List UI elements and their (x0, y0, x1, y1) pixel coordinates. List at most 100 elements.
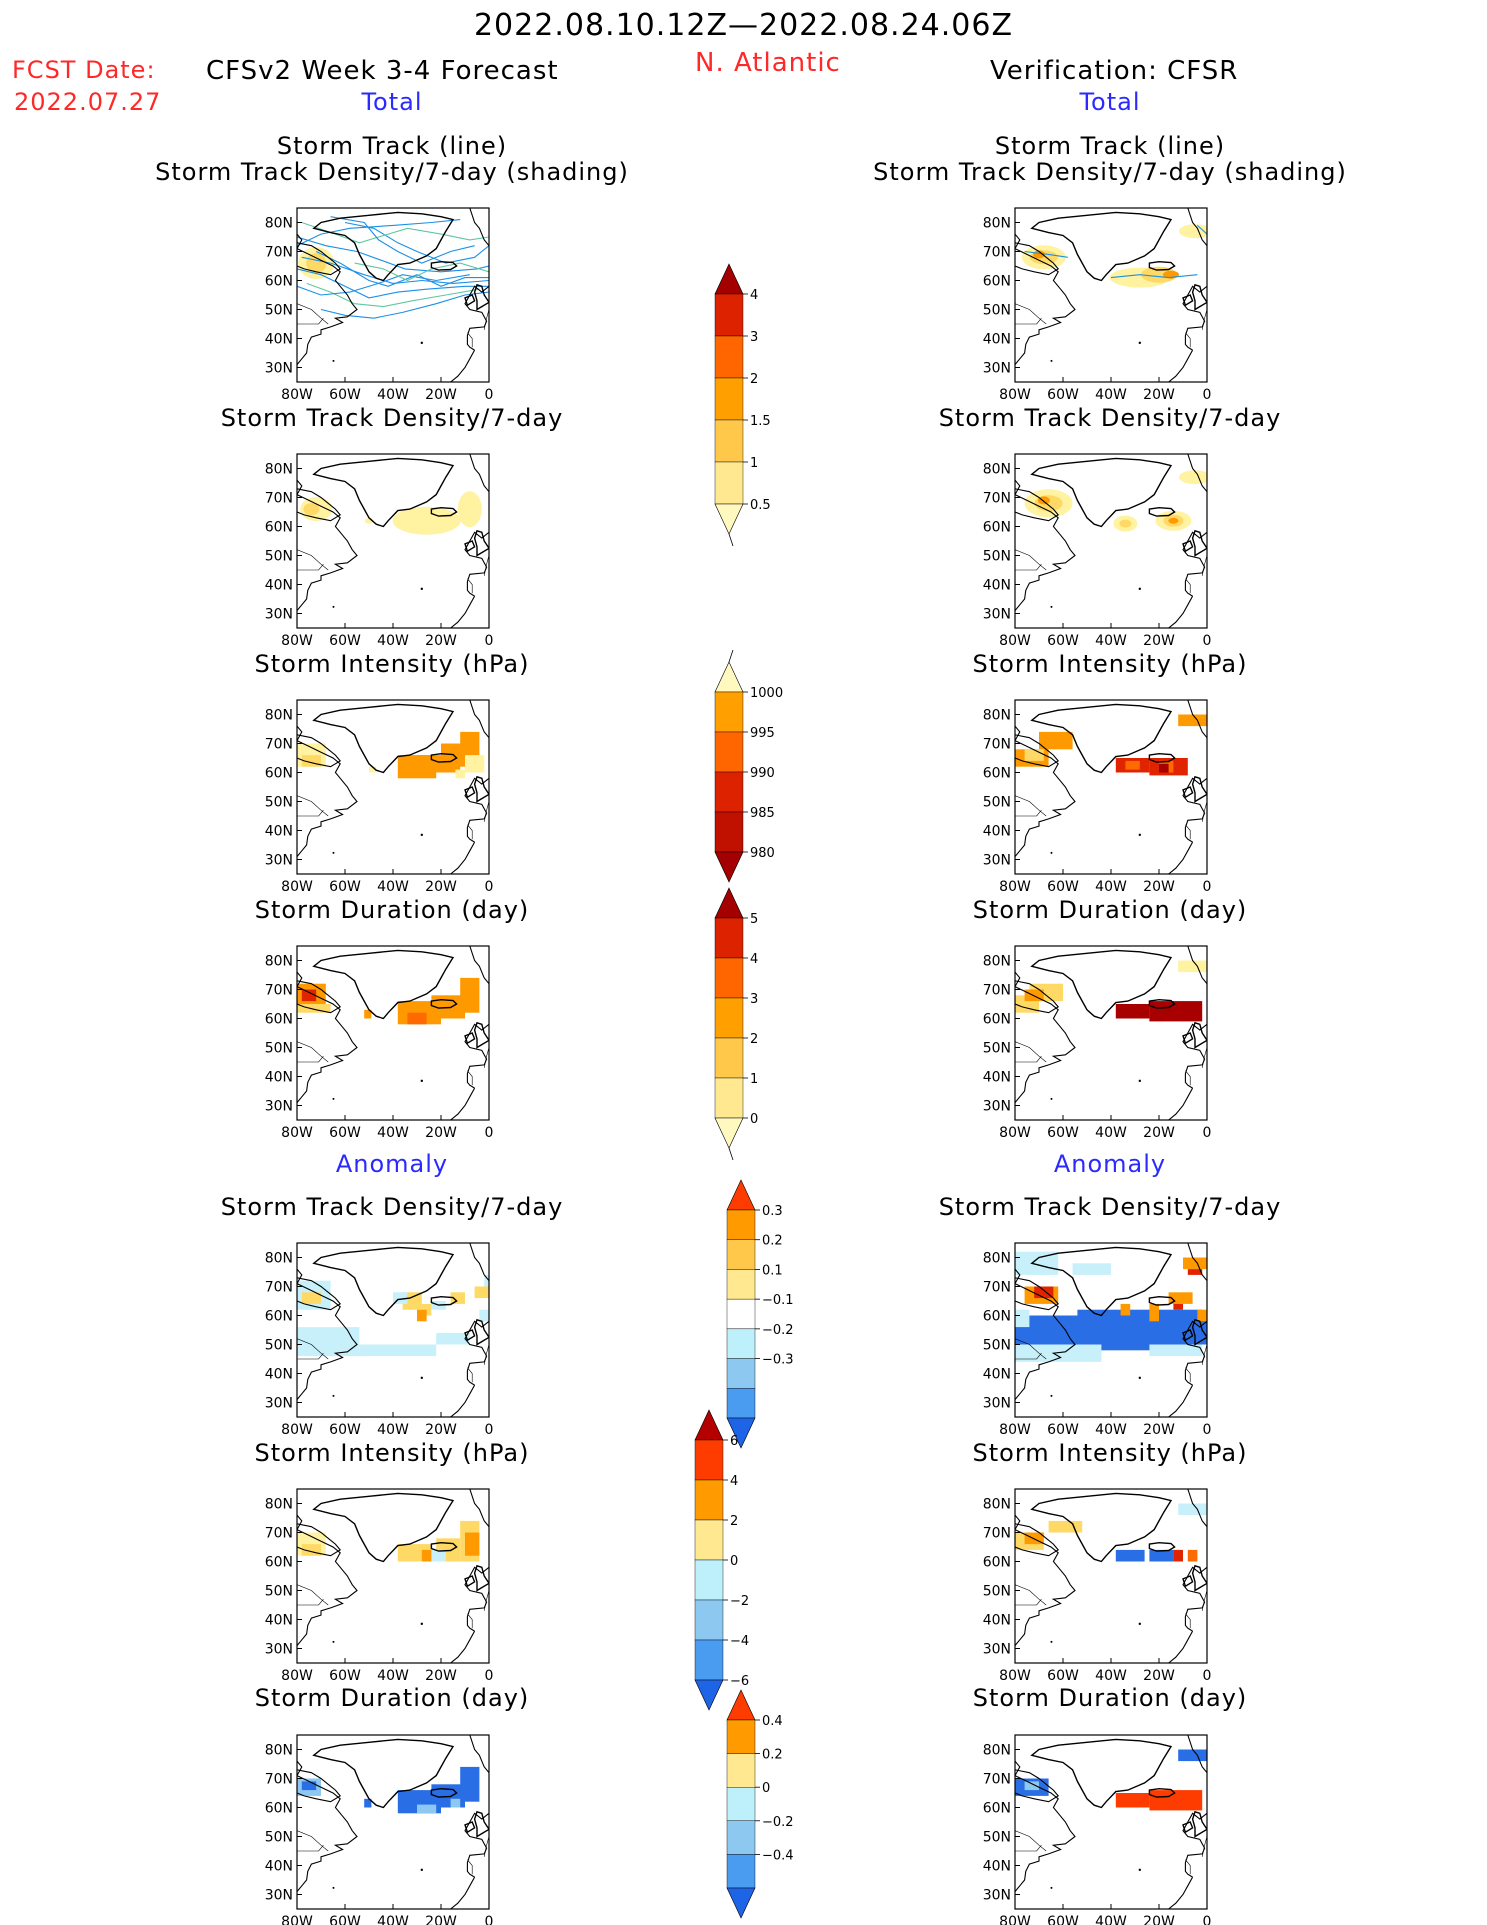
shading-cell (1024, 1286, 1059, 1304)
verif-density-frame (1014, 453, 1208, 629)
shading-cell (431, 995, 465, 1019)
colorbar-anomaly-intensity-tick-label: −2 (730, 1594, 749, 1609)
storm-track-line (297, 219, 461, 247)
coastline (297, 980, 342, 1014)
bermuda-dot (332, 1640, 335, 1643)
coastline (450, 1630, 476, 1663)
shading-cell (1178, 1749, 1207, 1762)
border-line (1015, 1845, 1042, 1852)
shading-cell (1024, 1781, 1039, 1791)
shading-cell (1015, 1778, 1049, 1796)
coastline (312, 703, 455, 774)
lat-tick-label: 80N (983, 1497, 1011, 1513)
anom-duration-map: 80N 70N 60N 50N 40N 30N 80W 60W 40W 20W 0 (265, 1734, 493, 1925)
shading-cell (431, 1784, 465, 1808)
colorbar-total-duration-tick-label: 2 (750, 1032, 758, 1047)
shading-cell (1197, 1309, 1207, 1322)
coastline (1015, 1277, 1060, 1311)
border-line (1015, 303, 1047, 325)
colorbar-anomaly-density-segment (726, 1358, 756, 1389)
border-line (1185, 1859, 1191, 1875)
shading-cell (1015, 1532, 1044, 1550)
border-line (297, 564, 324, 571)
azores-dot (420, 833, 423, 837)
lon-tick-label: 60W (1047, 633, 1079, 649)
anom-density-verif-frame (1014, 1242, 1208, 1418)
colorbar-anomaly-duration-cap-top (726, 1689, 756, 1721)
azores-dot (420, 1376, 423, 1380)
coastline (1148, 1295, 1176, 1306)
storm-track-line (354, 262, 489, 282)
lon-tick-label: 80W (281, 387, 313, 403)
lat-tick-label: 80N (265, 708, 293, 724)
coastline (1191, 1021, 1207, 1049)
coastline (297, 725, 358, 859)
lat-tick-label: 70N (983, 1772, 1011, 1788)
colorbar-total-duration-segment (714, 917, 744, 959)
colorbar-total-intensity-segment (714, 691, 744, 733)
lon-tick-label: 60W (329, 1125, 361, 1141)
shading-cell (1168, 1292, 1193, 1304)
lat-tick-label: 50N (265, 1041, 293, 1057)
shading-cell (301, 1544, 321, 1556)
title-total-intensity-right: Storm Intensity (hPa) (972, 650, 1248, 678)
verif-duration-map: 80N 70N 60N 50N 40N 30N 80W 60W 40W 20W 0 (983, 945, 1212, 1141)
colorbar-total-density-tick-label: 4 (750, 288, 758, 303)
border-line (297, 795, 329, 817)
shading-cell (1187, 1549, 1198, 1562)
anom-intensity-content (297, 1489, 489, 1663)
coastline (464, 786, 476, 799)
colorbar-anomaly-density-segment (726, 1239, 756, 1270)
coastline (1182, 1320, 1207, 1386)
coastline (1182, 777, 1207, 843)
colorbar-anomaly-intensity-segment (694, 1439, 724, 1481)
coastline (1182, 1812, 1207, 1878)
coastline (1148, 752, 1176, 763)
shading-cell (421, 1549, 437, 1562)
title-total-duration-left: Storm Duration (day) (254, 896, 530, 924)
border-line (1201, 1590, 1207, 1611)
lat-tick-label: 30N (983, 1396, 1011, 1412)
azores-dot (1138, 833, 1141, 837)
lon-tick-label: 0 (1203, 1125, 1212, 1141)
density-blob (1037, 496, 1050, 505)
border-line (1015, 549, 1047, 571)
anom-intensity-verif-frame (1014, 1488, 1208, 1664)
coastline (1148, 998, 1176, 1009)
bermuda-dot (332, 605, 335, 608)
storm-track-line (320, 291, 489, 319)
lon-tick-label: 40W (1095, 387, 1127, 403)
coastline (1191, 775, 1207, 803)
coastline (1148, 506, 1176, 517)
title-total-density-right: Storm Track Density/7-day (938, 404, 1282, 432)
coastline (1030, 457, 1173, 528)
lat-tick-label: 80N (983, 954, 1011, 970)
border-line (1015, 795, 1047, 817)
verif-intensity-map: 80N 70N 60N 50N 40N 30N 80W 60W 40W 20W 0 (983, 699, 1211, 895)
shading-cell (460, 731, 480, 761)
coastline (1015, 242, 1060, 276)
lat-tick-label: 50N (265, 1338, 293, 1354)
anom-intensity-frame (296, 1488, 490, 1664)
coastline (1030, 1738, 1173, 1809)
colorbar-anomaly-intensity-segment (694, 1479, 724, 1521)
colorbar-total-density-cap-top (714, 263, 744, 295)
colorbar-total-density: 4 3 2 1.5 1 0.5 (714, 263, 771, 547)
coastline (450, 1087, 476, 1120)
lat-tick-label: 80N (265, 1497, 293, 1513)
lat-tick-label: 30N (265, 607, 293, 623)
shading-cell (1149, 1790, 1203, 1811)
lon-tick-label: 20W (1143, 633, 1175, 649)
verif-track-line-content (1015, 208, 1207, 382)
coastline (297, 1760, 358, 1894)
density-blob (392, 506, 461, 535)
coastline (1168, 1384, 1194, 1417)
lat-tick-label: 30N (265, 1642, 293, 1658)
lon-tick-label: 20W (425, 633, 457, 649)
lat-tick-label: 50N (983, 1041, 1011, 1057)
colorbar-total-intensity-cap-top (714, 661, 744, 693)
coastline (430, 260, 458, 271)
azores-dot (420, 1079, 423, 1083)
shading-cell (1178, 960, 1207, 973)
anom-duration-verif-map: 80N 70N 60N 50N 40N 30N 80W 60W 40W 20W 0 (983, 1734, 1211, 1925)
